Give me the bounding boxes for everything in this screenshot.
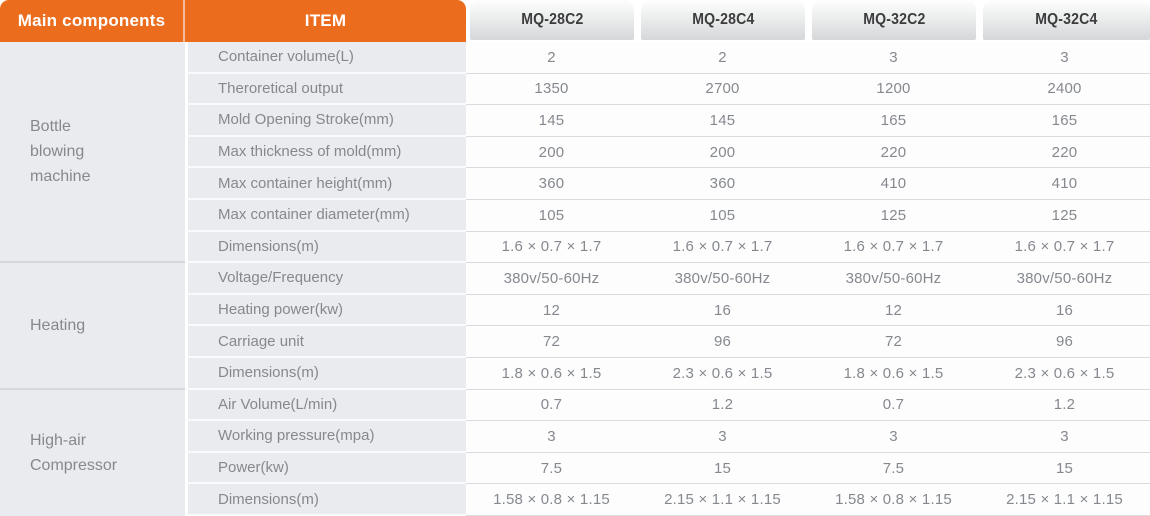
model-column-label: MQ-28C2	[520, 11, 584, 28]
spec-value: 2.15 × 1.1 × 1.15	[979, 484, 1150, 516]
spec-value: 1350	[466, 73, 637, 106]
spec-value: 165	[979, 105, 1150, 137]
spec-value: 410	[808, 168, 979, 200]
component-group-label-line: Heating	[30, 316, 86, 334]
spec-value: 1200	[808, 73, 979, 106]
spec-value: 2.3 × 0.6 × 1.5	[979, 358, 1150, 390]
spec-value: 1.8 × 0.6 × 1.5	[808, 358, 979, 390]
spec-value: 2.15 × 1.1 × 1.15	[637, 484, 808, 516]
spec-value: 0.7	[808, 389, 979, 422]
item-label: Heating power(kw)	[185, 294, 466, 327]
spec-value: 145	[637, 105, 808, 137]
spec-value: 96	[979, 326, 1150, 358]
table-header-row: Main components ITEM MQ-28C2 MQ-28C4 MQ-32…	[0, 0, 1150, 42]
spec-value: 2	[466, 42, 637, 74]
model-column-header-mq-32c4: MQ-32C4	[983, 0, 1150, 40]
spec-value: 16	[979, 294, 1150, 327]
spec-value: 360	[637, 168, 808, 200]
spec-value: 72	[466, 326, 637, 358]
spec-value: 7.5	[808, 452, 979, 485]
spec-value: 200	[466, 136, 637, 169]
spec-value: 3	[808, 42, 979, 74]
item-label: Air Volume(L/min)	[185, 389, 466, 422]
spec-value: 105	[466, 200, 637, 232]
component-group-label-line: blowing	[30, 143, 85, 161]
spec-value: 220	[808, 136, 979, 169]
spec-value: 3	[466, 421, 637, 453]
spec-value: 3	[979, 42, 1150, 74]
item-label: Container volume(L)	[185, 42, 466, 74]
item-label: Working pressure(mpa)	[185, 421, 466, 453]
header-item: ITEM	[185, 0, 466, 42]
component-group-label: High-air Compressor	[0, 389, 185, 516]
spec-value: 1.2	[637, 389, 808, 422]
spec-value: 15	[979, 452, 1150, 485]
component-group-label-line: Bottle	[30, 118, 71, 136]
spec-value: 3	[808, 421, 979, 453]
spec-value: 200	[637, 136, 808, 169]
spec-value: 0.7	[466, 389, 637, 422]
spec-value: 1.6 × 0.7 × 1.7	[979, 231, 1150, 264]
spec-value: 1.58 × 0.8 × 1.15	[466, 484, 637, 516]
item-label: Voltage/Frequency	[185, 263, 466, 295]
spec-value: 12	[466, 294, 637, 327]
spec-value: 12	[808, 294, 979, 327]
spec-value: 3	[637, 421, 808, 453]
item-label: Carriage unit	[185, 326, 466, 358]
spec-value: 16	[637, 294, 808, 327]
spec-value: 125	[979, 200, 1150, 232]
spec-value: 380v/50-60Hz	[466, 263, 637, 295]
spec-value: 360	[466, 168, 637, 200]
spec-value: 15	[637, 452, 808, 485]
model-column-label: MQ-32C2	[862, 11, 926, 28]
item-label: Max container diameter(mm)	[185, 200, 466, 232]
model-column-header-mq-32c2: MQ-32C2	[812, 0, 976, 40]
spec-value: 380v/50-60Hz	[637, 263, 808, 295]
spec-value: 2400	[979, 73, 1150, 106]
model-column-label: MQ-32C4	[1035, 11, 1098, 28]
table-body: Bottle blowing machine Container volume(L) 2…	[0, 42, 1150, 516]
item-label: Power(kw)	[185, 452, 466, 485]
spec-value: 1.8 × 0.6 × 1.5	[466, 358, 637, 390]
component-group-label-line: High-air	[30, 431, 87, 449]
model-column-header-mq-28c4: MQ-28C4	[641, 0, 805, 40]
spec-value: 1.2	[979, 389, 1150, 422]
model-column-header-mq-28c2: MQ-28C2	[470, 0, 634, 40]
spec-value: 2	[637, 42, 808, 74]
spec-value: 1.6 × 0.7 × 1.7	[466, 231, 637, 264]
spec-value: 2700	[637, 73, 808, 106]
spec-value: 1.6 × 0.7 × 1.7	[808, 231, 979, 264]
spec-value: 1.58 × 0.8 × 1.15	[808, 484, 979, 516]
spec-value: 96	[637, 326, 808, 358]
item-label: Dimensions(m)	[185, 231, 466, 264]
spec-value: 380v/50-60Hz	[808, 263, 979, 295]
item-label: Max thickness of mold(mm)	[185, 136, 466, 169]
spec-value: 105	[637, 200, 808, 232]
item-label: Mold Opening Stroke(mm)	[185, 105, 466, 137]
spec-value: 1.6 × 0.7 × 1.7	[637, 231, 808, 264]
item-label: Dimensions(m)	[185, 484, 466, 516]
component-group-label-line: machine	[30, 168, 91, 186]
spec-value: 145	[466, 105, 637, 137]
component-group-label: Bottle blowing machine	[0, 42, 185, 264]
spec-value: 410	[979, 168, 1150, 200]
spec-value: 220	[979, 136, 1150, 169]
spec-value: 2.3 × 0.6 × 1.5	[637, 358, 808, 390]
spec-value: 3	[979, 421, 1150, 453]
item-label: Max container height(mm)	[185, 168, 466, 200]
spec-value: 125	[808, 200, 979, 232]
component-group-label: Heating	[0, 263, 185, 390]
spec-value: 7.5	[466, 452, 637, 485]
item-label: Theroretical output	[185, 73, 466, 106]
header-main-components: Main components	[0, 0, 185, 42]
spec-value: 72	[808, 326, 979, 358]
model-column-label: MQ-28C4	[691, 11, 755, 28]
component-group-label-line: Compressor	[30, 456, 118, 474]
spec-value: 380v/50-60Hz	[979, 263, 1150, 295]
item-label: Dimensions(m)	[185, 358, 466, 390]
spec-value: 165	[808, 105, 979, 137]
